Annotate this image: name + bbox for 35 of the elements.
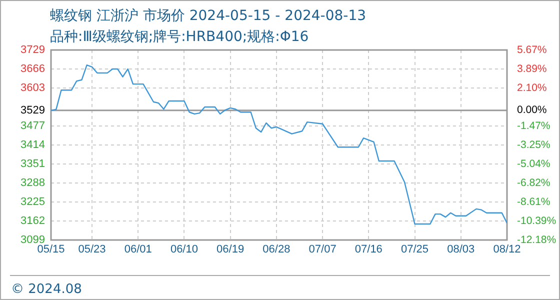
y-tick-label: 3477 (20, 120, 45, 132)
x-tick-label: 06/10 (170, 244, 198, 256)
y2-tick-label: -5.04% (517, 158, 550, 170)
y2-tick-label: -1.47% (517, 120, 550, 132)
y-tick-label: 3288 (20, 177, 45, 190)
y2-tick-label: -8.61% (517, 196, 550, 208)
y2-tick-label: 2.10% (517, 82, 547, 94)
y2-tick-label: 3.89% (517, 62, 547, 75)
x-tick-label: 07/25 (401, 244, 429, 256)
x-tick-label: 06/19 (216, 244, 244, 256)
y-tick-label: 3162 (20, 215, 45, 228)
x-tick-label: 05/23 (78, 244, 106, 256)
chart-subtitle: 品种:Ⅲ级螺纹钢;牌号:HRB400;规格:Φ16 (50, 29, 309, 45)
y-tick-label: 3414 (20, 139, 45, 152)
y-tick-label: 3225 (20, 196, 45, 208)
x-tick-label: 05/15 (37, 244, 65, 256)
y-tick-label: 3729 (20, 44, 45, 56)
y2-tick-label: 5.67% (517, 44, 547, 56)
text: © 2024.08 (11, 282, 82, 297)
x-tick-label: 08/03 (447, 244, 475, 256)
chart-title: 螺纹钢 江浙沪 市场价 2024-05-15 - 2024-08-13 (50, 8, 366, 24)
y-tick-label: 3529 (20, 104, 45, 116)
y2-tick-label: 0.00% (517, 104, 547, 116)
x-tick-label: 06/28 (262, 244, 290, 256)
y2-tick-label: -3.25% (517, 138, 550, 151)
y-tick-label: 3603 (20, 82, 45, 94)
y-tick-label: 3666 (20, 63, 45, 76)
y2-tick-label: -12.18% (517, 234, 556, 246)
y2-tick-label: -6.82% (517, 176, 550, 189)
y2-tick-label: -10.39% (517, 214, 556, 227)
x-tick-label: 06/01 (124, 244, 152, 256)
y-tick-label: 3351 (20, 158, 45, 170)
x-tick-label: 07/16 (354, 244, 382, 256)
x-tick-label: 07/07 (308, 244, 336, 256)
x-tick-label: 08/12 (493, 244, 521, 256)
